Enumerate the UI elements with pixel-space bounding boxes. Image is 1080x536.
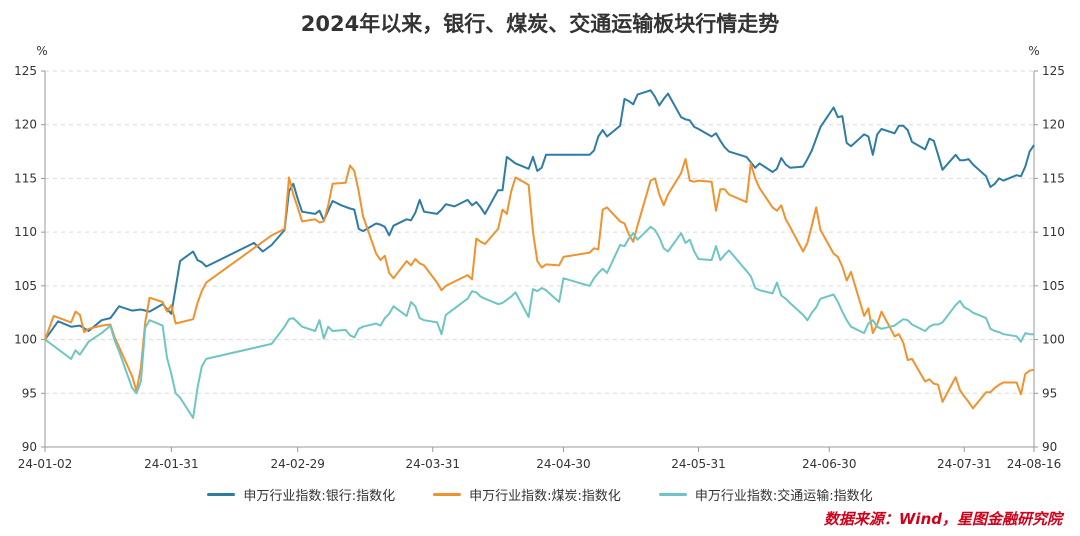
y-tick-label-right: 105 [1042,279,1065,293]
y-tick-label-left: 95 [22,386,37,400]
legend-label: 申万行业指数:煤炭:指数化 [469,489,621,504]
y-tick-label-right: 90 [1042,440,1057,454]
y-tick-label-right: 95 [1042,386,1057,400]
legend-swatch [433,493,462,496]
y-tick-label-right: 100 [1042,333,1065,347]
chart-title: 2024年以来，银行、煤炭、交通运输板块行情走势 [300,12,780,36]
y-tick-label-right: 110 [1042,225,1065,239]
series-line-3 [44,225,1034,419]
y-tick-label-left: 115 [14,171,37,185]
x-tick-label: 24-02-29 [270,457,324,471]
legend-label: 申万行业指数:交通运输:指数化 [694,489,873,504]
grid-lines [45,70,1034,394]
y-tick-label-left: 120 [14,118,37,132]
x-tick-label: 24-07-31 [937,457,991,471]
legend-item-3: 申万行业指数:交通运输:指数化 [658,485,873,504]
x-tick-label: 24-01-02 [18,457,72,471]
axes: 90 90 95 95 100 100 105 105 110 110 115 115 120 120 12… [14,64,1065,471]
y-tick-label-right: 115 [1042,171,1065,185]
y-tick-label-left: 125 [14,64,37,78]
y-tick-label-right: 120 [1042,118,1065,132]
y-tick-label-left: 110 [14,225,37,239]
x-tick-label: 24-03-31 [406,457,460,471]
x-tick-label: 24-04-30 [536,457,590,471]
series-lines [44,89,1035,419]
x-tick-label: 24-01-31 [144,457,198,471]
series-line-2 [44,158,1035,410]
series-line-1 [44,89,1035,341]
legend-swatch [207,493,236,496]
y-tick-label-left: 105 [14,279,37,293]
data-source-note: 数据来源：Wind，星图金融研究院 [823,510,1062,528]
legend-label: 申万行业指数:银行:指数化 [243,489,396,504]
legend: 申万行业指数:银行:指数化 申万行业指数:煤炭:指数化 申万行业指数:交通运输:指数… [0,485,1080,504]
y-tick-label-left: 100 [14,333,37,347]
x-tick-label: 24-08-16 [1007,457,1061,471]
y-tick-label-right: 125 [1042,64,1065,78]
legend-item-1: 申万行业指数:银行:指数化 [207,485,395,504]
x-tick-label: 24-06-30 [802,457,856,471]
y-axis-unit-left: % [36,44,47,58]
x-tick-label: 24-05-31 [671,457,725,471]
y-axis-unit-right: % [1028,44,1039,58]
legend-item-2: 申万行业指数:煤炭:指数化 [433,485,621,504]
y-tick-label-left: 90 [22,440,37,454]
line-chart: 90 90 95 95 100 100 105 105 110 110 115 115 120 120 12… [14,44,1065,471]
legend-swatch [658,493,687,496]
